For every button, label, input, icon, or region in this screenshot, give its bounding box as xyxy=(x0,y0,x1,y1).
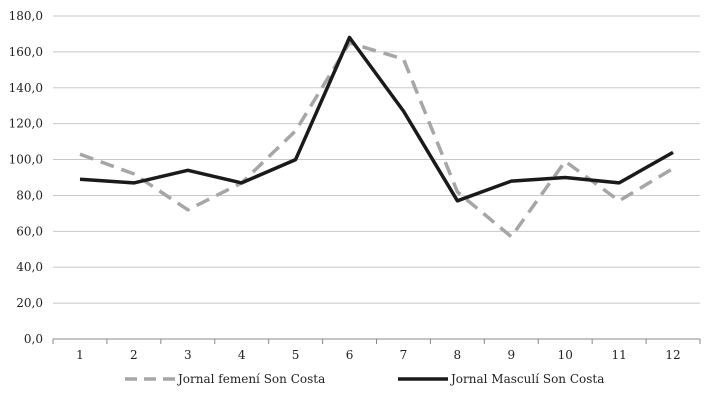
y-tick-label: 160,0 xyxy=(9,45,43,59)
gridlines xyxy=(53,15,700,340)
x-tick-label: 3 xyxy=(184,348,192,362)
series-line-femeni xyxy=(79,41,674,239)
y-tick-label: 60,0 xyxy=(16,224,43,238)
legend-label-femeni: Jornal femení Son Costa xyxy=(176,372,325,386)
x-tick-label: 9 xyxy=(507,348,515,362)
x-tick-label: 4 xyxy=(238,348,246,362)
x-tick-label: 8 xyxy=(454,348,462,362)
y-tick-label: 20,0 xyxy=(16,296,43,310)
legend-label-masculi: Jornal Masculí Son Costa xyxy=(449,372,604,386)
y-axis-ticks: 0,0 20,0 40,0 60,0 80,0 100,0 120,0 140,0 160,0 1… xyxy=(9,9,43,346)
x-tick-label: 6 xyxy=(346,348,354,362)
x-tick-label: 12 xyxy=(665,348,680,362)
y-tick-label: 0,0 xyxy=(24,332,43,346)
legend: Jornal femení Son Costa Jornal Masculí S… xyxy=(125,372,604,386)
y-tick-label: 180,0 xyxy=(9,9,43,23)
y-tick-label: 120,0 xyxy=(9,117,43,131)
series-line-masculi xyxy=(79,35,674,203)
series-lines xyxy=(79,35,674,239)
y-tick-label: 100,0 xyxy=(9,153,43,167)
x-tick-label: 5 xyxy=(292,348,300,362)
x-tick-label: 1 xyxy=(76,348,84,362)
y-tick-label: 40,0 xyxy=(16,260,43,274)
x-tick-label: 2 xyxy=(130,348,138,362)
y-tick-label: 140,0 xyxy=(9,81,43,95)
x-tick-label: 7 xyxy=(400,348,408,362)
y-tick-label: 80,0 xyxy=(16,188,43,202)
x-axis-ticks: 1 2 3 4 5 6 7 8 9 10 11 12 xyxy=(52,339,701,362)
x-tick-label: 11 xyxy=(611,348,626,362)
x-tick-label: 10 xyxy=(558,348,573,362)
